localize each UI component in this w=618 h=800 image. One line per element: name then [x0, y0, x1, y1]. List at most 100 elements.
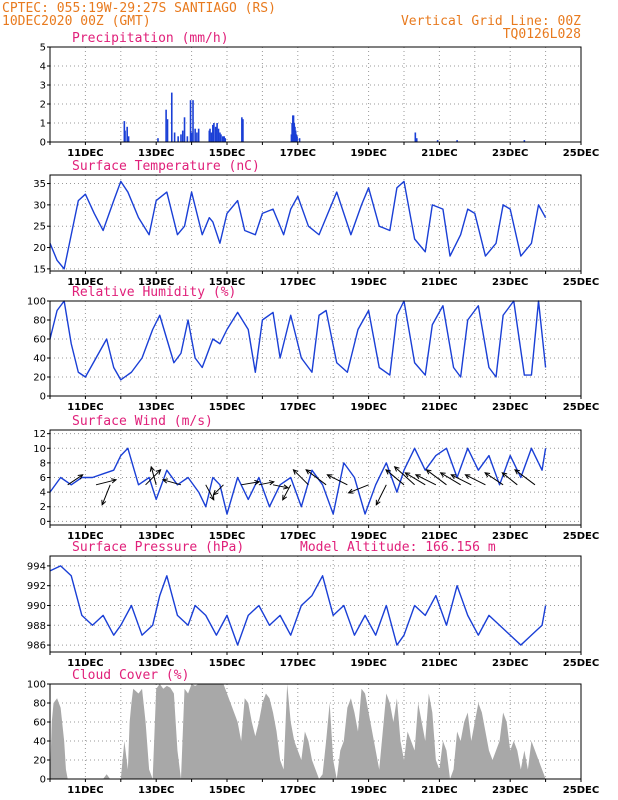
temp-ytick: 20 [33, 243, 46, 254]
temp-xtick: 21DEC [421, 277, 457, 288]
precip-bar [126, 126, 128, 142]
pres-ytick: 994 [27, 561, 46, 572]
precip-bar [180, 134, 182, 142]
wind-vector-head [393, 466, 400, 472]
precip-bar [523, 140, 526, 142]
precip-bar [181, 130, 184, 142]
wind-vector [385, 469, 405, 486]
wind-vector-head [305, 469, 312, 475]
pres-ytick: 988 [27, 621, 46, 632]
rh-ytick: 20 [33, 373, 46, 384]
pres-xtick: 23DEC [492, 658, 528, 669]
wind-vector [145, 469, 161, 486]
wind-vector-head [464, 474, 471, 480]
wind-vector-head [155, 468, 162, 475]
pres-xtick: 17DEC [280, 658, 316, 669]
precip-xtick: 19DEC [350, 148, 386, 159]
rh-xtick: 17DEC [280, 402, 316, 413]
pres-xtick: 19DEC [350, 658, 386, 669]
wind-panel: Surface Wind (m/s) 0 2 4 6 8 10 12 11DEC 13DEC 15D… [33, 414, 599, 542]
rh-ytick: 0 [40, 392, 46, 403]
wind-vector [213, 484, 224, 496]
wind-ytick: 10 [33, 444, 46, 455]
wind-vector-head [450, 474, 457, 480]
temp-frame [49, 174, 582, 272]
precip-ytick: 0 [40, 138, 46, 149]
cloud-xtick: 19DEC [350, 785, 386, 796]
temp-title: Surface Temperature (nC) [72, 159, 260, 174]
rh-ytick: 40 [33, 354, 46, 365]
rh-frame [49, 300, 582, 397]
wind-vector [282, 484, 292, 501]
temp-series-line [49, 180, 547, 270]
cloud-frame [49, 683, 582, 780]
wind-vector [440, 472, 461, 486]
wind-vector-head [282, 494, 288, 501]
wind-vector [150, 466, 157, 485]
pres-xtick: 21DEC [421, 658, 457, 669]
precip-bar [209, 128, 211, 142]
wind-vector [484, 472, 504, 486]
wind-vector [451, 474, 472, 486]
pres-title: Surface Pressure (hPa) [72, 540, 244, 555]
wind-vector-head [283, 484, 290, 490]
precip-bar [166, 119, 169, 142]
wind-xtick: 23DEC [492, 531, 528, 542]
wind-vector-head [347, 488, 354, 494]
wind-vector-head [425, 469, 432, 475]
precip-bar [224, 138, 227, 142]
precip-bar [165, 109, 167, 142]
wind-vector-head [268, 480, 275, 486]
precip-bar [219, 132, 221, 142]
wind-vector [375, 484, 387, 506]
header-grid-note: Vertical Grid Line: 00Z [401, 14, 581, 29]
cloud-xtick: 21DEC [421, 785, 457, 796]
precip-bar [414, 132, 417, 142]
pres-xtick: 13DEC [138, 658, 174, 669]
precip-bar [217, 128, 220, 142]
temp-xtick: 19DEC [350, 277, 386, 288]
wind-vector [95, 479, 117, 486]
precip-bar [183, 117, 186, 142]
wind-vector [465, 474, 486, 486]
precip-bar [192, 100, 194, 142]
cloud-xtick: 11DEC [67, 785, 103, 796]
wind-ytick: 12 [33, 429, 46, 440]
pres-frame [49, 555, 582, 653]
pres-ytick: 986 [27, 641, 46, 652]
header-date: 10DEC2020 00Z (GMT) [2, 14, 151, 29]
temp-ytick: 15 [33, 264, 46, 275]
rh-xtick: 23DEC [492, 402, 528, 413]
wind-vector [415, 474, 437, 486]
cloud-panel: Cloud Cover (%) 0 20 40 60 80 100 11DEC 13DEC 15D… [27, 668, 599, 796]
cloud-title: Cloud Cover (%) [72, 668, 189, 683]
precip-ytick: 4 [40, 62, 46, 73]
pres-panel: Surface Pressure (hPa) Model Altitude: 16… [27, 540, 599, 669]
precip-title: Precipitation (mm/h) [72, 31, 229, 46]
wind-ytick: 6 [40, 473, 46, 484]
rh-xtick: 21DEC [421, 402, 457, 413]
precip-bar [170, 92, 173, 142]
rh-xtick: 19DEC [350, 402, 386, 413]
cloud-xtick: 25DEC [563, 785, 599, 796]
precip-bar [456, 140, 458, 142]
pres-series-line [49, 565, 547, 646]
temp-xtick: 25DEC [563, 277, 599, 288]
temp-xtick: 11DEC [67, 277, 103, 288]
wind-ytick: 2 [40, 502, 46, 513]
wind-vector [67, 474, 83, 486]
wind-vector [241, 481, 260, 486]
rh-ytick: 80 [33, 316, 46, 327]
wind-vector [162, 479, 182, 486]
wind-vector [327, 474, 348, 486]
wind-vector [258, 481, 274, 486]
cloud-ytick: 60 [33, 718, 46, 729]
precip-xtick: 15DEC [209, 148, 245, 159]
rh-title: Relative Humidity (%) [72, 285, 236, 300]
precip-bar [241, 117, 243, 142]
wind-ytick: 8 [40, 458, 46, 469]
header-model-id: TQ0126L028 [503, 27, 581, 42]
rh-ytick: 60 [33, 335, 46, 346]
precip-ytick: 2 [40, 100, 46, 111]
precip-bar [223, 136, 225, 142]
